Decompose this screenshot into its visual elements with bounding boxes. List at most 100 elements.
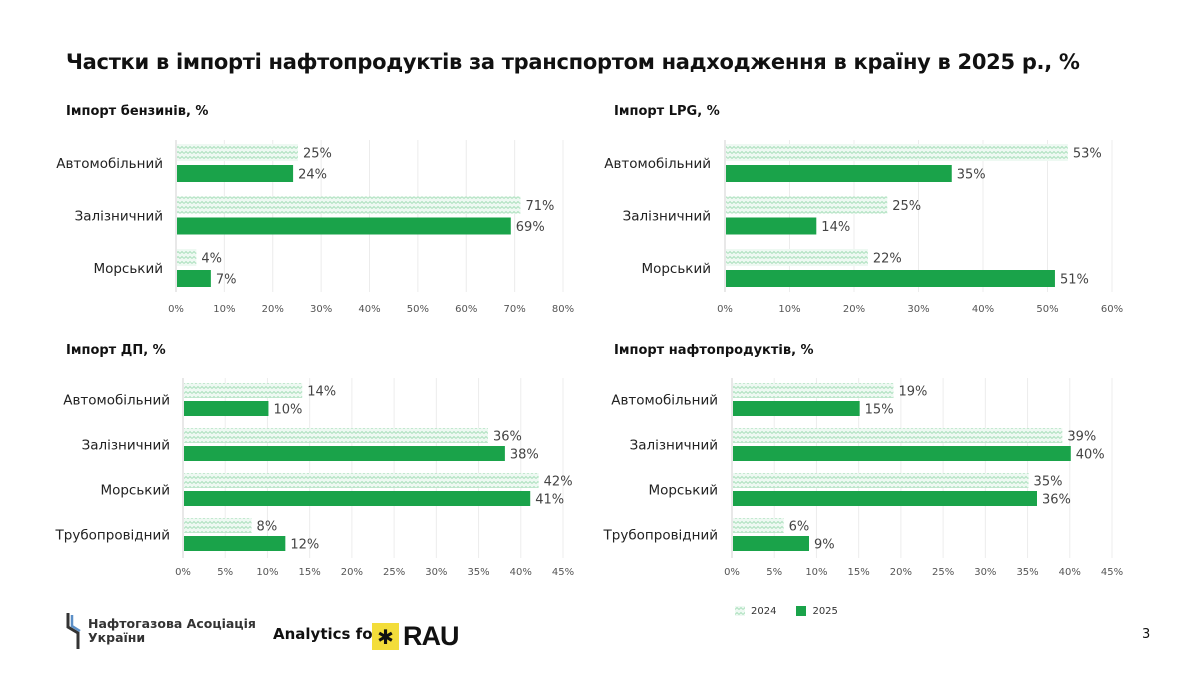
category-label: Автомобільний: [611, 393, 718, 409]
legend-item-2025: 2025: [796, 606, 838, 617]
x-tick-label: 25%: [383, 567, 405, 578]
x-tick-label: 35%: [467, 567, 489, 578]
x-tick-label: 20%: [262, 304, 284, 315]
bar-2024: [733, 518, 784, 533]
bar-2025: [184, 491, 531, 506]
category-label: Морський: [641, 261, 711, 277]
bar-2025: [184, 446, 505, 461]
bar-2025: [733, 446, 1071, 461]
value-label: 4%: [201, 252, 222, 267]
value-label: 25%: [303, 147, 332, 162]
bar-2025: [733, 401, 860, 416]
value-label: 6%: [789, 520, 810, 535]
value-label: 14%: [307, 385, 336, 400]
category-label: Автомобільний: [63, 393, 170, 409]
category-label: Трубопровідний: [603, 528, 718, 544]
bar-2025: [726, 165, 952, 182]
x-tick-label: 25%: [932, 567, 954, 578]
x-tick-label: 50%: [1036, 304, 1058, 315]
value-label: 35%: [957, 168, 986, 183]
x-tick-label: 30%: [974, 567, 996, 578]
x-tick-label: 0%: [175, 567, 191, 578]
x-tick-label: 10%: [256, 567, 278, 578]
bar-2024: [733, 428, 1063, 443]
chart-title-lpg: Імпорт LPG, %: [614, 104, 720, 119]
category-label: Трубопровідний: [55, 528, 170, 544]
x-tick-label: 20%: [890, 567, 912, 578]
bar-2025: [733, 491, 1037, 506]
bar-2024: [184, 383, 303, 398]
x-tick-label: 45%: [552, 567, 574, 578]
bar-2024: [177, 144, 298, 161]
legend-item-2024: 2024: [735, 606, 776, 617]
bar-2025: [177, 270, 211, 287]
value-label: 35%: [1034, 475, 1063, 490]
star-ornament-icon: ✱: [372, 623, 399, 650]
legend-label: 2024: [751, 606, 777, 617]
bar-2024: [177, 249, 197, 266]
x-tick-label: 0%: [724, 567, 740, 578]
value-label: 36%: [493, 430, 522, 445]
x-tick-label: 80%: [552, 304, 574, 315]
category-label: Морський: [100, 483, 170, 499]
category-label: Морський: [648, 483, 718, 499]
x-tick-label: 10%: [778, 304, 800, 315]
x-tick-label: 40%: [358, 304, 380, 315]
category-label: Залізничний: [630, 438, 718, 454]
value-label: 25%: [892, 199, 921, 214]
bar-2024: [733, 383, 894, 398]
x-tick-label: 30%: [310, 304, 332, 315]
value-label: 71%: [525, 199, 554, 214]
rau-logo: ✱ RAU: [372, 621, 459, 652]
x-tick-label: 0%: [717, 304, 733, 315]
x-tick-label: 45%: [1101, 567, 1123, 578]
x-tick-label: 60%: [1101, 304, 1123, 315]
category-label: Автомобільний: [604, 156, 711, 172]
bar-2024: [184, 428, 488, 443]
bar-2025: [184, 536, 286, 551]
page-title: Частки в імпорті нафтопродуктів за транс…: [66, 50, 1080, 74]
x-tick-label: 40%: [1059, 567, 1081, 578]
chart-title-gasoline: Імпорт бензинів, %: [66, 104, 209, 119]
page-number: 3: [1142, 627, 1151, 642]
bar-2025: [184, 401, 269, 416]
bar-2025: [177, 217, 511, 235]
value-label: 7%: [216, 273, 237, 288]
x-tick-label: 50%: [407, 304, 429, 315]
x-tick-label: 30%: [907, 304, 929, 315]
value-label: 51%: [1060, 273, 1089, 288]
value-label: 39%: [1067, 430, 1096, 445]
x-tick-label: 10%: [805, 567, 827, 578]
x-tick-label: 20%: [843, 304, 865, 315]
value-label: 9%: [814, 538, 835, 553]
bar-2024: [184, 473, 539, 488]
value-label: 69%: [516, 220, 545, 235]
value-label: 22%: [873, 252, 902, 267]
legend: 2024 2025: [735, 606, 838, 617]
bar-2025: [726, 217, 817, 235]
value-label: 12%: [290, 538, 319, 553]
association-emblem-icon: [66, 613, 81, 649]
association-name: Нафтогазова Асоціація: [88, 616, 256, 631]
x-tick-label: 5%: [217, 567, 233, 578]
x-tick-label: 20%: [341, 567, 363, 578]
value-label: 19%: [898, 385, 927, 400]
bar-2024: [184, 518, 252, 533]
value-label: 42%: [544, 475, 573, 490]
value-label: 15%: [865, 403, 894, 418]
x-tick-label: 40%: [972, 304, 994, 315]
x-tick-label: 10%: [213, 304, 235, 315]
x-tick-label: 35%: [1016, 567, 1038, 578]
x-tick-label: 30%: [425, 567, 447, 578]
category-label: Автомобільний: [56, 156, 163, 172]
chart-title-petroleum: Імпорт нафтопродуктів, %: [614, 343, 814, 358]
value-label: 38%: [510, 448, 539, 463]
value-label: 41%: [535, 493, 564, 508]
x-tick-label: 0%: [168, 304, 184, 315]
category-label: Залізничний: [82, 438, 170, 454]
rau-logo-text: RAU: [403, 621, 459, 651]
bar-2025: [733, 536, 809, 551]
x-tick-label: 70%: [504, 304, 526, 315]
value-label: 36%: [1042, 493, 1071, 508]
